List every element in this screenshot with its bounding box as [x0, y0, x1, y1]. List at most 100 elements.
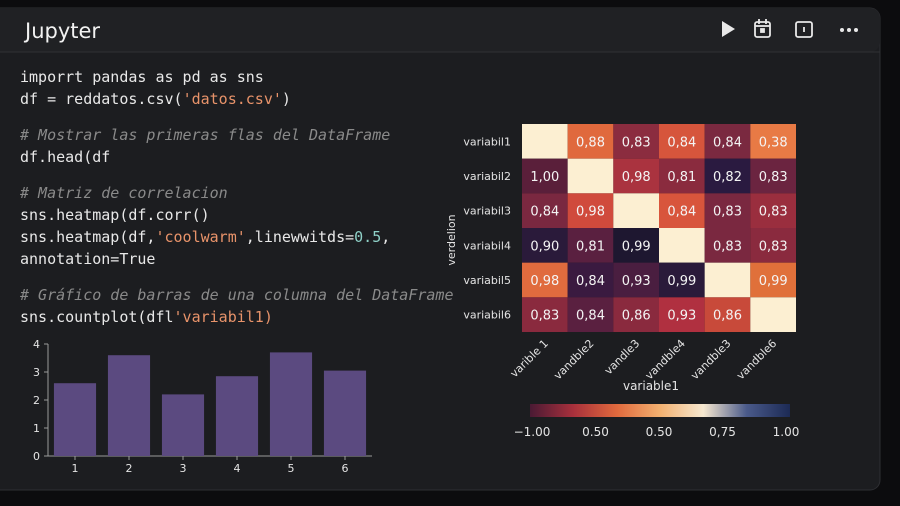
run-button[interactable]	[722, 21, 735, 37]
heatmap-cell	[613, 124, 659, 159]
cell-label: 0,84	[576, 309, 605, 324]
colorbar-label: 0.50	[646, 425, 673, 439]
x-tick-label: 3	[180, 462, 187, 475]
heatmap-cell	[659, 193, 705, 228]
code-line: imporrt pandas as pd as sns	[20, 68, 264, 86]
cell-label: 0,99	[759, 274, 788, 289]
colorbar-label: 0,75	[709, 425, 736, 439]
y-category-label: variabil1	[463, 135, 511, 148]
bar	[323, 370, 367, 456]
y-axis-title: verdelion	[445, 214, 458, 265]
bar	[161, 394, 205, 456]
cell-label: 0,99	[667, 274, 696, 289]
cell-label: 0,83	[759, 239, 788, 254]
stop-button[interactable]	[795, 21, 813, 38]
heatmap-cell	[750, 124, 796, 159]
cell-label: 0,86	[713, 309, 742, 324]
heatmap-cell	[659, 158, 705, 194]
more-button[interactable]	[840, 28, 858, 32]
heatmap-cell	[522, 193, 568, 228]
cell-label: 0,84	[713, 135, 742, 150]
cell-label: 0,98	[530, 274, 559, 289]
app-title: Jupyter	[23, 19, 100, 43]
cell-label: 0,81	[667, 170, 696, 185]
cell-label: 0,98	[576, 205, 605, 220]
cell-label: 0,86	[622, 309, 651, 324]
cell-label: 0,88	[576, 135, 605, 150]
heatmap-cell	[522, 158, 568, 194]
heatmap-cell	[522, 228, 568, 263]
heatmap-cell	[750, 262, 796, 298]
code-line: df = reddatos.csv('datos.csv')	[20, 90, 291, 108]
cell-label: 0,93	[622, 274, 651, 289]
cell-label: 0,83	[713, 205, 742, 220]
bar	[269, 352, 313, 456]
heatmap-cell	[522, 262, 568, 298]
heatmap-cell	[613, 297, 659, 332]
empty-cell	[750, 297, 796, 332]
heatmap-cell	[567, 228, 614, 263]
bar	[53, 383, 97, 456]
heatmap-cell	[567, 124, 614, 159]
empty-cell	[567, 158, 614, 194]
x-axis-title: variable1	[623, 379, 679, 393]
header-bar	[0, 8, 880, 52]
heatmap-cell	[750, 228, 796, 263]
cell-label: 0,99	[622, 239, 651, 254]
heatmap-cell	[613, 228, 659, 263]
code-line: sns.heatmap(df.corr()	[20, 206, 210, 224]
x-tick-label: 2	[126, 462, 133, 475]
x-tick-label: 1	[72, 462, 79, 475]
cell-label: 0,84	[576, 274, 605, 289]
heatmap-cell	[659, 297, 705, 332]
heatmap-cell	[567, 297, 614, 332]
colorbar-label: −1.00	[514, 425, 551, 439]
x-tick-label: 4	[234, 462, 241, 475]
y-category-label: variabil3	[463, 205, 511, 218]
heatmap-cell	[659, 262, 705, 298]
heatmap-cell	[704, 228, 751, 263]
cell-label: 0,83	[759, 205, 788, 220]
cell-label: 0,83	[713, 239, 742, 254]
empty-cell	[522, 124, 568, 159]
heatmap-cell	[750, 193, 796, 228]
heatmap-cell	[750, 158, 796, 194]
y-category-label: variabil4	[463, 239, 511, 252]
cell-label: 0,84	[530, 205, 559, 220]
cell-label: 0,84	[667, 205, 696, 220]
cell-label: 0,83	[759, 170, 788, 185]
heatmap-cell	[704, 124, 751, 159]
code-comment: # Gráfico de barras de una columna del D…	[19, 286, 453, 304]
cell-label: 0,98	[622, 170, 651, 185]
cell-label: 1,00	[530, 170, 559, 185]
heatmap-cell	[567, 262, 614, 298]
y-category-label: variabil2	[463, 170, 511, 183]
cell-label: 0,93	[667, 309, 696, 324]
y-tick-label: 1	[33, 422, 40, 435]
calendar-button[interactable]	[754, 19, 771, 38]
code-comment: # Matriz de correlacion	[19, 184, 228, 202]
heatmap-cell	[704, 158, 751, 194]
cell-label: 0,83	[530, 309, 559, 324]
empty-cell	[613, 193, 659, 228]
empty-cell	[704, 262, 751, 298]
heatmap-cell	[522, 297, 568, 332]
y-tick-label: 0	[33, 450, 40, 463]
y-category-label: variabil5	[463, 274, 511, 287]
heatmap-cell	[704, 297, 751, 332]
bar	[215, 376, 259, 456]
cell-label: 0,90	[530, 239, 559, 254]
cell-label: 0,83	[622, 135, 651, 150]
code-line: df.head(df	[20, 148, 110, 166]
y-tick-label: 2	[33, 394, 40, 407]
code-line: annotation=True	[20, 250, 155, 268]
colorbar	[530, 404, 790, 417]
heatmap-cell	[613, 158, 659, 194]
cell-label: 0,82	[713, 170, 742, 185]
cell-label: 0,84	[667, 135, 696, 150]
cell-label: 0,81	[576, 239, 605, 254]
x-tick-label: 6	[342, 462, 349, 475]
empty-cell	[659, 228, 705, 263]
